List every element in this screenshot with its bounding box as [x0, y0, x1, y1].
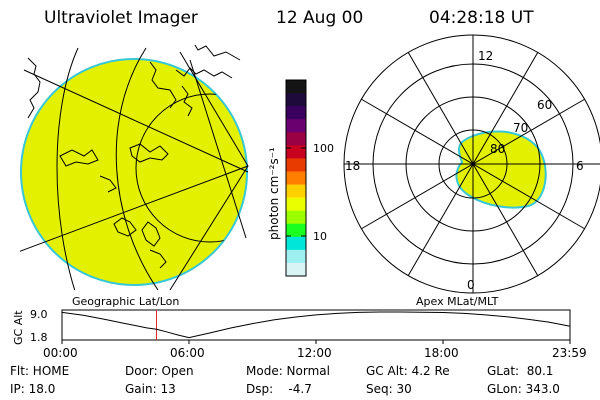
status-mode: Mode: Normal — [246, 364, 330, 378]
mlat-label-80: 80 — [490, 142, 505, 156]
geo-map-label: Geographic Lat/Lon — [72, 295, 179, 308]
color-bar-segment — [286, 93, 306, 107]
status-gain: Gain: 13 — [125, 382, 176, 396]
polar-plot-label: Apex MLat/MLT — [416, 295, 499, 308]
mlt-label-12: 12 — [478, 49, 493, 63]
status-seq: Seq: 30 — [366, 382, 412, 396]
color-bar-segment — [286, 171, 306, 186]
color-bar-segment — [286, 145, 306, 159]
altitude-curve — [61, 311, 570, 339]
geo-map — [20, 45, 249, 290]
mlat-label-60: 60 — [537, 98, 552, 112]
status-glat: GLat: 80.1 — [487, 364, 554, 378]
instrument-title: Ultraviolet Imager — [44, 8, 198, 28]
uv-disk — [20, 58, 248, 286]
polar-plot: 12 0 18 6 60 70 80 — [343, 34, 600, 294]
status-flight: Flt: HOME — [10, 364, 70, 378]
color-bar-segment — [286, 132, 306, 146]
altitude-x-tick-1800: 18:00 — [424, 346, 459, 360]
altitude-plot — [61, 309, 571, 344]
color-bar-segment — [286, 119, 306, 133]
color-bar-tick-100: 100 — [313, 142, 334, 155]
altitude-x-tick-0000: 00:00 — [43, 346, 78, 360]
color-bar-segment — [286, 106, 306, 120]
status-glon: GLon: 343.0 — [487, 382, 560, 396]
time-label: 04:28:18 UT — [429, 8, 534, 28]
auroral-oval — [455, 130, 547, 209]
altitude-y-title: GC Alt — [12, 310, 25, 345]
color-bar-segment — [286, 184, 306, 199]
color-bar-segment — [286, 262, 306, 277]
color-bar-segment — [286, 236, 306, 251]
altitude-y-tick-1-8: 1.8 — [30, 331, 48, 344]
color-bar-segment — [286, 158, 306, 173]
color-bar-unit: photon cm⁻²s⁻¹ — [267, 147, 281, 240]
status-ip: IP: 18.0 — [10, 382, 56, 396]
altitude-x-tick-2359: 23:59 — [552, 346, 587, 360]
altitude-x-tick-1200: 12:00 — [297, 346, 332, 360]
color-bar — [285, 79, 307, 277]
color-bar-border — [285, 79, 307, 277]
altitude-x-tick-0600: 06:00 — [170, 346, 205, 360]
color-bar-segment — [286, 210, 306, 225]
color-bar-segment — [286, 80, 306, 94]
mlt-label-18: 18 — [345, 159, 360, 173]
color-bar-segment — [286, 197, 306, 212]
mlt-label-6: 6 — [576, 159, 584, 173]
color-bar-ticks — [286, 147, 306, 237]
mlt-label-0: 0 — [467, 278, 475, 292]
status-door: Door: Open — [125, 364, 194, 378]
color-bar-segment — [286, 223, 306, 238]
altitude-y-tick-9: 9.0 — [30, 308, 48, 321]
coastlines — [27, 45, 241, 269]
color-bar-tick-10: 10 — [313, 230, 327, 243]
status-gc-alt: GC Alt: 4.2 Re — [366, 364, 450, 378]
date-label: 12 Aug 00 — [276, 8, 364, 28]
altitude-x-ticks — [61, 340, 571, 344]
mlat-label-70: 70 — [513, 121, 528, 135]
status-dsp: Dsp: -4.7 — [246, 382, 312, 396]
color-bar-segment — [286, 249, 306, 264]
lat-lon-grid — [20, 47, 249, 290]
